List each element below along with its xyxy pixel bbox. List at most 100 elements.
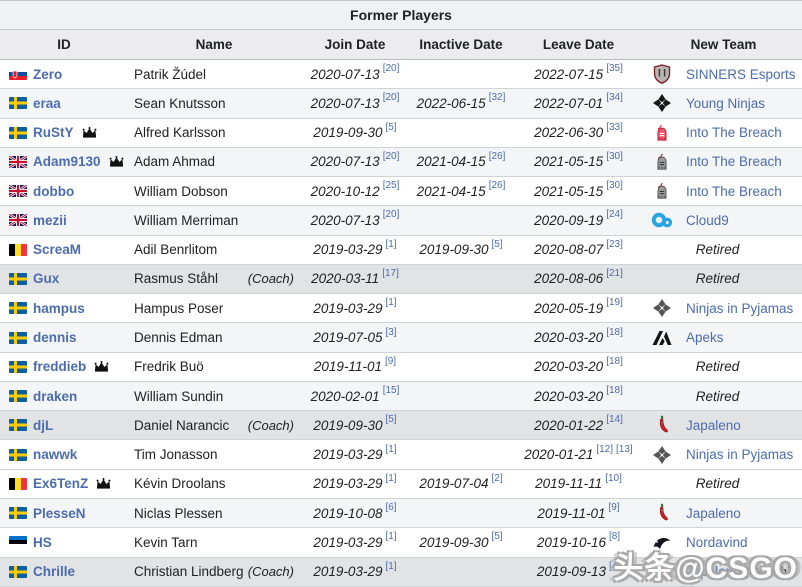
- player-id-link[interactable]: mezii: [33, 212, 67, 228]
- new-team-link[interactable]: Into The Breach: [686, 125, 782, 141]
- reference-link[interactable]: [2]: [491, 472, 503, 484]
- new-team-link[interactable]: Nordavind: [686, 534, 748, 550]
- reference-link[interactable]: [34]: [606, 92, 623, 104]
- reference-link[interactable]: [9]: [384, 355, 397, 367]
- reference-link[interactable]: [32]: [488, 92, 506, 104]
- reference-link[interactable]: [1]: [385, 472, 397, 484]
- player-id-link[interactable]: RuStY: [33, 125, 74, 141]
- reference-link[interactable]: [20]: [382, 63, 400, 75]
- player-name: Patrik Žúdel: [134, 66, 207, 82]
- flag-se-icon: [9, 448, 27, 461]
- reference-link[interactable]: [18]: [606, 355, 623, 367]
- new-team-cell: Into The Breach: [645, 119, 802, 147]
- leave-date-cell: 2019-09-13 [4]: [512, 558, 645, 586]
- reference-link[interactable]: [3]: [385, 326, 397, 338]
- new-team-link[interactable]: Japaleno: [686, 505, 741, 521]
- player-id-link[interactable]: Chrille: [33, 564, 76, 580]
- player-name: Kevin Tarn: [134, 534, 198, 550]
- reference-link[interactable]: [5]: [491, 531, 503, 543]
- join-date: 2019-03-29: [313, 447, 383, 463]
- reference-link[interactable]: [12]: [596, 443, 614, 455]
- flag-se-icon: [9, 360, 27, 373]
- reference-link[interactable]: [18]: [606, 385, 623, 397]
- reference-link[interactable]: [20]: [382, 150, 400, 162]
- player-id-link[interactable]: draken: [33, 388, 78, 404]
- player-name: Tim Jonasson: [134, 447, 218, 463]
- retired-label: Retired: [695, 359, 740, 375]
- new-team-link[interactable]: Into The Breach: [686, 154, 782, 170]
- captain-crown-icon: [96, 478, 111, 489]
- reference-link[interactable]: [8]: [608, 531, 621, 543]
- player-name-cell: Tim Jonasson: [128, 440, 300, 468]
- new-team-link[interactable]: SINNERS Esports: [686, 66, 796, 82]
- reference-link[interactable]: [25]: [382, 180, 400, 192]
- reference-link[interactable]: [1]: [385, 560, 397, 572]
- join-date: 2019-09-30: [313, 125, 383, 141]
- player-id-link[interactable]: dennis: [33, 330, 77, 346]
- reference-link[interactable]: [26]: [488, 150, 506, 162]
- player-id-link[interactable]: nawwk: [33, 447, 78, 463]
- reference-link[interactable]: [15]: [382, 385, 400, 397]
- reference-link[interactable]: [30]: [606, 180, 623, 192]
- new-team-link[interactable]: Apeks: [686, 330, 724, 346]
- player-id-link[interactable]: freddieb: [33, 359, 87, 375]
- reference-link[interactable]: [35]: [606, 63, 623, 75]
- player-name: Adil Benrlitom: [134, 242, 218, 258]
- reference-link[interactable]: [19]: [606, 297, 623, 309]
- player-id-link[interactable]: Zero: [33, 66, 63, 82]
- reference-link[interactable]: [5]: [385, 121, 397, 133]
- retired-label: Retired: [695, 271, 740, 287]
- player-id-link[interactable]: HS: [33, 534, 52, 550]
- reference-link[interactable]: [20]: [382, 92, 400, 104]
- reference-link[interactable]: [24]: [606, 209, 623, 221]
- reference-link[interactable]: [10]: [605, 472, 622, 484]
- reference-link[interactable]: [1]: [385, 297, 397, 309]
- reference-link[interactable]: [13]: [616, 443, 633, 455]
- new-team-link[interactable]: Cloud9: [686, 212, 729, 228]
- new-team-link[interactable]: Into The Breach: [686, 183, 782, 199]
- reference-link[interactable]: [14]: [606, 414, 623, 426]
- table-body: Zero Patrik Žúdel 2020-07-13 [20] 2022-07-15…: [0, 60, 802, 587]
- reference-link[interactable]: [6]: [385, 502, 397, 514]
- japaleno-icon: [651, 415, 673, 435]
- player-name-cell: Niclas Plessen: [128, 499, 300, 527]
- reference-link[interactable]: [5]: [385, 414, 397, 426]
- reference-link[interactable]: [30]: [606, 150, 623, 162]
- player-id-link[interactable]: Adam9130: [33, 154, 101, 170]
- player-name: Christian Lindberg: [134, 564, 244, 580]
- player-id-link[interactable]: dobbo: [33, 183, 75, 199]
- reference-link[interactable]: [9]: [608, 502, 620, 514]
- player-id-link[interactable]: hampus: [33, 300, 85, 316]
- reference-link[interactable]: [17]: [382, 267, 399, 279]
- player-id-link[interactable]: PlesseN: [33, 505, 86, 521]
- reference-link[interactable]: [33]: [606, 121, 623, 133]
- player-name: William Dobson: [134, 183, 228, 199]
- player-id-link[interactable]: eraa: [33, 95, 61, 111]
- player-id-link[interactable]: djL: [33, 417, 54, 433]
- new-team-link[interactable]: Ninjas in Pyjamas: [686, 300, 794, 316]
- reference-link[interactable]: [21]: [606, 267, 623, 279]
- reference-link[interactable]: [18]: [606, 326, 623, 338]
- reference-link[interactable]: [4]: [608, 560, 621, 572]
- reference-link[interactable]: [1]: [385, 531, 397, 543]
- reference-link[interactable]: [20]: [382, 209, 400, 221]
- join-date: 2019-10-08: [313, 505, 383, 521]
- join-date-cell: 2019-03-29 [1]: [300, 294, 410, 322]
- new-team-link[interactable]: Japaleno: [686, 564, 741, 580]
- reference-sup: [32]: [489, 93, 506, 103]
- reference-link[interactable]: [1]: [385, 443, 397, 455]
- reference-link[interactable]: [1]: [385, 238, 397, 250]
- new-team-link[interactable]: Japaleno: [686, 417, 741, 433]
- player-id-link[interactable]: Gux: [33, 271, 60, 287]
- reference-link[interactable]: [23]: [606, 238, 623, 250]
- reference-link[interactable]: [26]: [488, 180, 506, 192]
- new-team-link[interactable]: Young Ninjas: [686, 95, 766, 111]
- new-team-link[interactable]: Ninjas in Pyjamas: [686, 447, 794, 463]
- player-id-link[interactable]: ScreaM: [33, 242, 82, 258]
- leave-date: 2019-11-01: [537, 505, 606, 521]
- leave-date-cell: 2022-07-15 [35]: [512, 60, 645, 88]
- reference-link[interactable]: [5]: [491, 238, 503, 250]
- table-row: Chrille Christian Lindberg (Coach) 2019-03-…: [0, 557, 802, 587]
- player-id-cell: ScreaM: [0, 236, 128, 264]
- player-id-link[interactable]: Ex6TenZ: [33, 476, 89, 492]
